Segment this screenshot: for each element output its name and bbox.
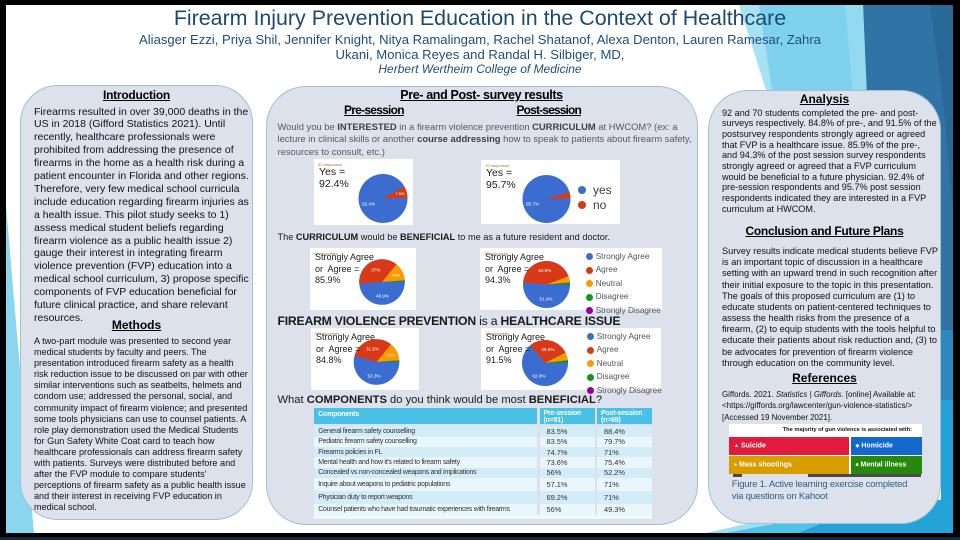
- svg-text:48.9%: 48.9%: [376, 294, 389, 299]
- svg-text:28.6%: 28.6%: [541, 347, 554, 352]
- svg-text:31.5%: 31.5%: [366, 347, 379, 352]
- svg-text:53.3%: 53.3%: [367, 374, 380, 379]
- svg-text:95.7%: 95.7%: [526, 202, 539, 207]
- svg-text:51.4%: 51.4%: [539, 297, 552, 302]
- svg-text:42.9%: 42.9%: [538, 268, 551, 273]
- svg-text:92.4%: 92.4%: [362, 201, 375, 206]
- svg-text:62.9%: 62.9%: [532, 374, 545, 379]
- svg-text:7.6%: 7.6%: [396, 192, 405, 196]
- svg-text:13%: 13%: [386, 353, 394, 358]
- svg-text:37%: 37%: [371, 267, 380, 272]
- svg-text:13%: 13%: [392, 273, 400, 278]
